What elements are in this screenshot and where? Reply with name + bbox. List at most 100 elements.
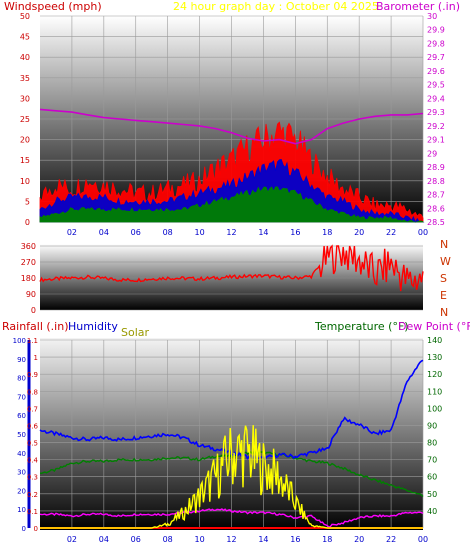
direction-y-tick-label: 270 — [21, 258, 36, 267]
direction-panel-series — [39, 244, 424, 292]
direction-panel-left-axis: 0 90 180 270 360 — [21, 242, 36, 315]
rainfall-tick-label: 0.2 — [27, 491, 38, 499]
barometer-tick-label: 29.4 — [427, 94, 445, 103]
rainfall-tick-label: 1 — [34, 354, 38, 362]
rainfall-tick-label: 0.5 — [27, 440, 38, 448]
wind-x-tick-label: 06 — [131, 228, 141, 237]
humidity-tick-label: 50 — [17, 431, 26, 439]
wind-x-tick-label: 10 — [194, 228, 204, 237]
climate-x-tick-label: 02 — [67, 535, 77, 544]
direction-y-tick-label: 0 — [31, 306, 36, 315]
wind-y-tick-label: 45 — [20, 33, 30, 42]
solar-line — [40, 425, 423, 529]
temperature-tick-label: 70 — [427, 456, 437, 465]
humidity-tick-label: 40 — [17, 450, 26, 458]
climate-x-tick-label: 10 — [194, 535, 204, 544]
wind-y-tick-label: 0 — [25, 218, 30, 227]
wind-y-tick-label: 20 — [20, 136, 30, 145]
wind-y-tick-label: 35 — [20, 74, 30, 83]
climate-x-tick-label: 08 — [163, 535, 173, 544]
wind-y-tick-label: 15 — [20, 156, 30, 165]
solar-legend-label: Solar — [121, 326, 150, 339]
direction-y-tick-label: 360 — [21, 242, 36, 251]
humidity-tick-label: 60 — [17, 412, 26, 420]
rainfall-tick-label: 1.1 — [27, 337, 38, 345]
wind-x-tick-label: 12 — [226, 228, 236, 237]
wind-x-tick-label: 14 — [258, 228, 268, 237]
temperature-tick-label: 140 — [427, 336, 442, 345]
humidity-axis: 0 10 20 30 40 50 60 70 80 90 100 — [13, 337, 31, 533]
wind-series-area — [39, 186, 424, 223]
barometer-tick-label: 29.7 — [427, 53, 445, 62]
wind-y-tick-label: 30 — [20, 94, 30, 103]
climate-x-tick-label: 14 — [258, 535, 268, 544]
barometer-tick-label: 28.8 — [427, 177, 445, 186]
barometer-line — [39, 108, 424, 145]
wind-y-tick-label: 5 — [25, 197, 30, 206]
humidity-tick-label: 0 — [22, 525, 26, 533]
barometer-tick-label: 29.8 — [427, 39, 445, 48]
barometer-tick-label: 29.6 — [427, 67, 445, 76]
humidity-tick-label: 20 — [17, 487, 26, 495]
wind-panel-x-axis: 02 04 06 08 10 12 14 16 18 20 22 00 — [67, 228, 428, 237]
wind-x-tick-label: 16 — [290, 228, 300, 237]
temperature-legend-label: Temperature (°F) — [314, 320, 409, 333]
climate-panel-series — [39, 359, 424, 529]
humidity-tick-label: 80 — [17, 375, 26, 383]
compass-direction-label: E — [440, 289, 447, 302]
wind-y-tick-label: 40 — [20, 53, 30, 62]
rainfall-legend-label: Rainfall (.in) — [2, 320, 69, 333]
climate-x-tick-label: 04 — [99, 535, 109, 544]
compass-direction-label: S — [440, 272, 447, 285]
rainfall-tick-label: 0.4 — [27, 457, 39, 465]
rainfall-tick-label: 0.9 — [27, 371, 38, 379]
humidity-tick-label: 30 — [17, 469, 26, 477]
wind-x-tick-label: 18 — [322, 228, 332, 237]
climate-x-tick-label: 00 — [418, 535, 428, 544]
climate-x-tick-label: 06 — [131, 535, 141, 544]
climate-panel-x-axis: 02 04 06 08 10 12 14 16 18 20 22 00 — [67, 535, 428, 544]
wind-x-tick-label: 02 — [67, 228, 77, 237]
barometer-tick-label: 29 — [427, 149, 437, 158]
rainfall-tick-label: 0 — [34, 525, 38, 533]
rainfall-tick-label: 0.1 — [27, 508, 38, 516]
humidity-tick-label: 10 — [17, 506, 26, 514]
climate-x-tick-label: 18 — [322, 535, 332, 544]
direction-panel-grid — [40, 245, 423, 311]
temperature-tick-label: 50 — [427, 490, 437, 499]
wind-panel-right-axis: 28.5 28.6 28.7 28.8 28.9 29 29.1 29.2 29.3 29.4 29… — [427, 12, 445, 227]
temperature-tick-label: 80 — [427, 439, 437, 448]
barometer-tick-label: 28.9 — [427, 163, 445, 172]
barometer-tick-label: 28.6 — [427, 204, 445, 213]
rainfall-tick-label: 0.8 — [27, 388, 38, 396]
rainfall-tick-label: 0.6 — [27, 422, 39, 430]
temperature-tick-label: 40 — [427, 507, 437, 516]
barometer-tick-label: 30 — [427, 12, 437, 21]
compass-direction-label: W — [440, 255, 451, 268]
temperature-tick-label: 90 — [427, 421, 437, 430]
compass-direction-label: N — [440, 306, 448, 319]
barometer-tick-label: 29.2 — [427, 122, 445, 131]
humidity-legend-label: Humidity — [68, 320, 118, 333]
climate-x-tick-label: 22 — [386, 535, 396, 544]
rainfall-axis: 0 0.1 0.2 0.3 0.4 0.5 0.6 0.7 0.8 0.9 1 1.1 — [27, 337, 39, 533]
humidity-tick-label: 70 — [17, 393, 26, 401]
wind-x-tick-label: 08 — [163, 228, 173, 237]
temperature-tick-label: 130 — [427, 353, 442, 362]
barometer-tick-label: 29.9 — [427, 26, 445, 35]
wind-x-tick-label: 22 — [386, 228, 396, 237]
temperature-tick-label: 120 — [427, 370, 442, 379]
wind-x-tick-label: 20 — [354, 228, 364, 237]
direction-y-tick-label: 180 — [21, 274, 36, 283]
wind-direction-line — [39, 244, 424, 292]
temperature-axis: 40 50 60 70 80 90 100 110 120 130 140 — [427, 336, 442, 516]
compass-direction-label: N — [440, 238, 448, 251]
wind-series-area — [39, 159, 425, 223]
rainfall-tick-label: 0.7 — [27, 405, 38, 413]
climate-x-tick-label: 12 — [226, 535, 236, 544]
temperature-tick-label: 110 — [427, 387, 442, 396]
dewpoint-line — [39, 508, 424, 528]
barometer-tick-label: 29.5 — [427, 81, 445, 90]
